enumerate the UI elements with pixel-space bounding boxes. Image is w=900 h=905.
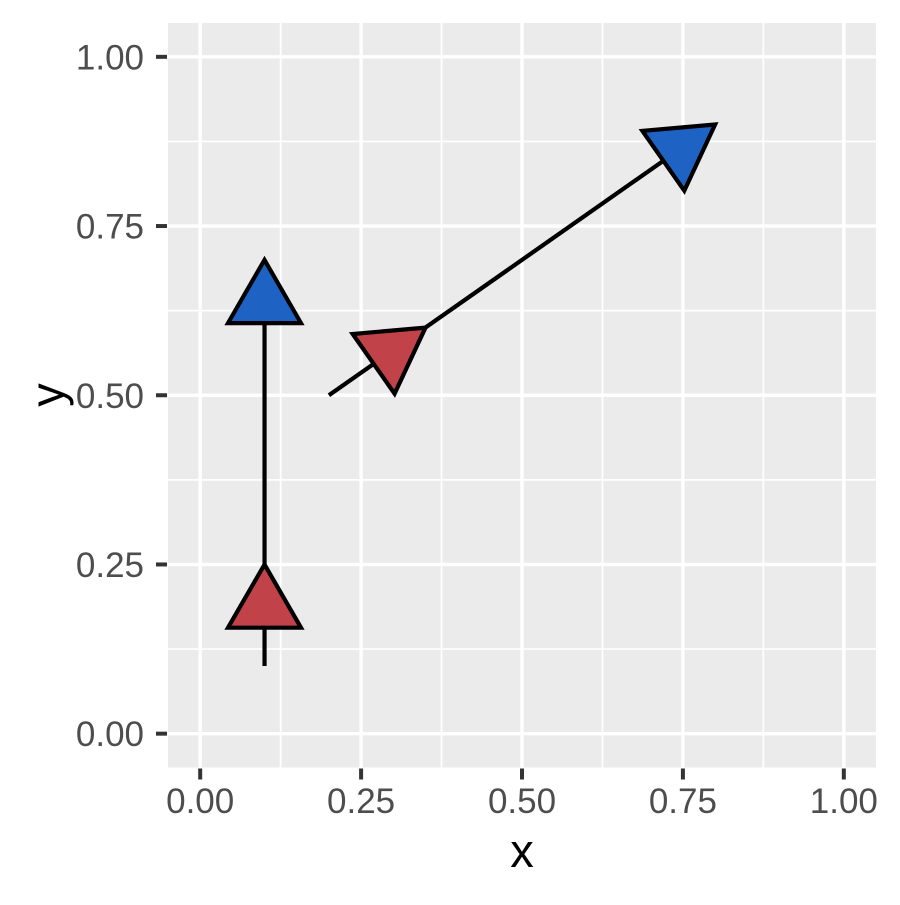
x-tick-label: 0.25 (327, 782, 395, 821)
x-tick-label: 1.00 (810, 782, 878, 821)
y-tick-label: 0.75 (76, 208, 144, 247)
axis-tick-labels: 0.00 0.25 0.50 0.75 1.00 0.00 0.25 0.50 0.75 1.00 (76, 38, 878, 821)
y-axis-title: y (21, 383, 74, 407)
y-tick-label: 0.50 (76, 377, 144, 416)
arrowhead-red (348, 325, 429, 398)
arrowhead-blue (224, 255, 305, 326)
x-tick-label: 0.75 (649, 782, 717, 821)
arrow-segments (224, 122, 719, 666)
y-tick-label: 0.00 (76, 715, 144, 754)
y-tick-label: 1.00 (76, 38, 144, 77)
arrowhead-blue (638, 122, 719, 195)
grid-major (168, 23, 876, 768)
axis-ticks (156, 54, 846, 780)
x-axis-title: x (510, 824, 534, 877)
arrowhead-red (224, 560, 305, 630)
x-tick-label: 0.50 (488, 782, 556, 821)
x-tick-label: 0.00 (166, 782, 234, 821)
y-tick-label: 0.25 (76, 546, 144, 585)
